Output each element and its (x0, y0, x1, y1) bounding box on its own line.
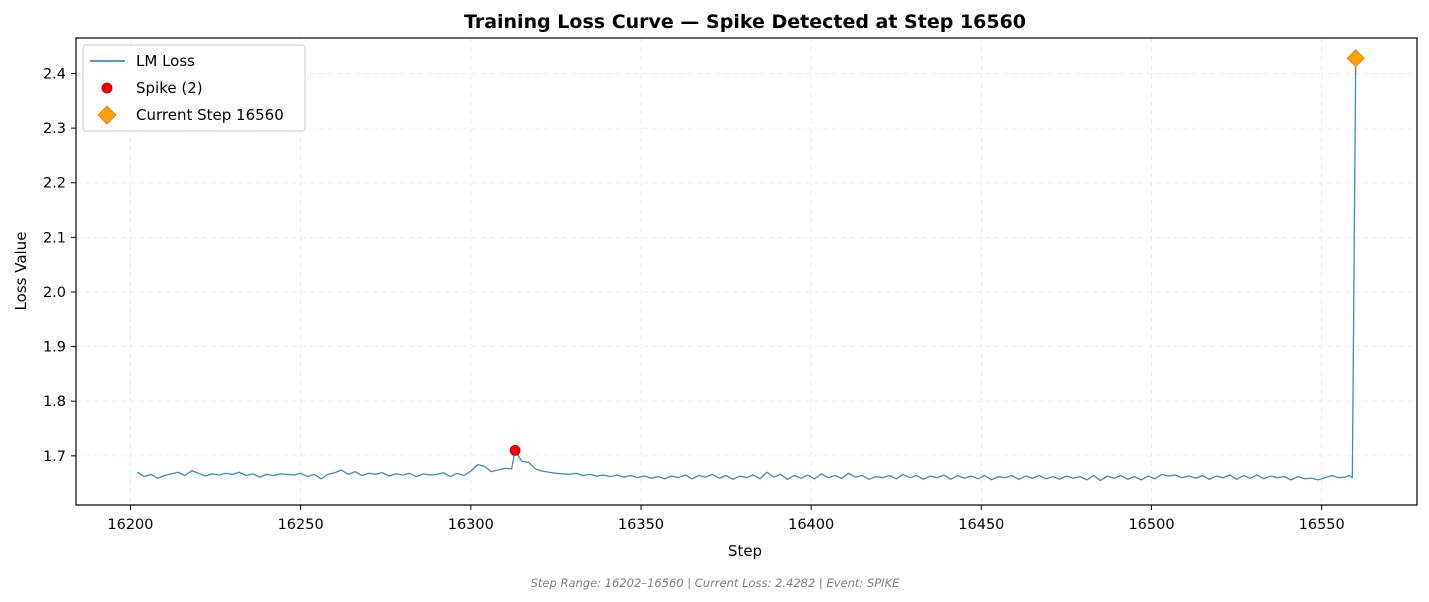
plot-frame (75, 37, 1418, 506)
legend-label-spike: Spike (2) (136, 79, 203, 97)
legend-label-lm-loss: LM Loss (136, 52, 195, 70)
y-tick-label: 2.0 (43, 285, 66, 301)
y-tick-label: 2.2 (43, 176, 66, 192)
x-tick-label: 16450 (958, 517, 1004, 533)
legend-spike-swatch (101, 82, 113, 94)
legend-label-current-step: Current Step 16560 (136, 106, 284, 124)
x-tick-label: 16250 (278, 517, 324, 533)
x-tick-label: 16200 (107, 517, 153, 533)
spike-point (509, 444, 521, 456)
chart-title: Training Loss Curve — Spike Detected at … (464, 11, 1026, 33)
y-tick-label: 2.3 (43, 121, 66, 137)
y-tick-label: 1.8 (43, 394, 66, 410)
x-tick-label: 16350 (618, 517, 664, 533)
y-tick-label: 1.7 (43, 449, 66, 465)
x-tick-label: 16500 (1128, 517, 1174, 533)
footnote-summary: Step Range: 16202–16560 | Current Loss: … (531, 576, 900, 590)
x-tick-label: 16400 (788, 517, 834, 533)
y-tick-label: 1.9 (43, 340, 66, 356)
legend-box (82, 44, 306, 132)
x-tick-label: 16300 (448, 517, 494, 533)
legend: LM Loss Spike (2) Current Step 16560 (82, 44, 306, 132)
x-tick-label: 16550 (1299, 517, 1345, 533)
x-axis-label: Step (728, 542, 762, 560)
current-step-point (1346, 49, 1365, 68)
axis-ticks: 16200 16250 16300 16350 16400 16450 16500 16550… (43, 67, 1345, 533)
y-axis-label: Loss Value (12, 232, 30, 311)
series-layer (136, 49, 1365, 482)
y-tick-label: 2.1 (43, 230, 66, 246)
y-tick-label: 2.4 (43, 67, 66, 83)
grid-lines (76, 38, 1417, 505)
series-line-lm-loss (136, 58, 1357, 482)
legend-current-step-swatch (97, 105, 117, 125)
